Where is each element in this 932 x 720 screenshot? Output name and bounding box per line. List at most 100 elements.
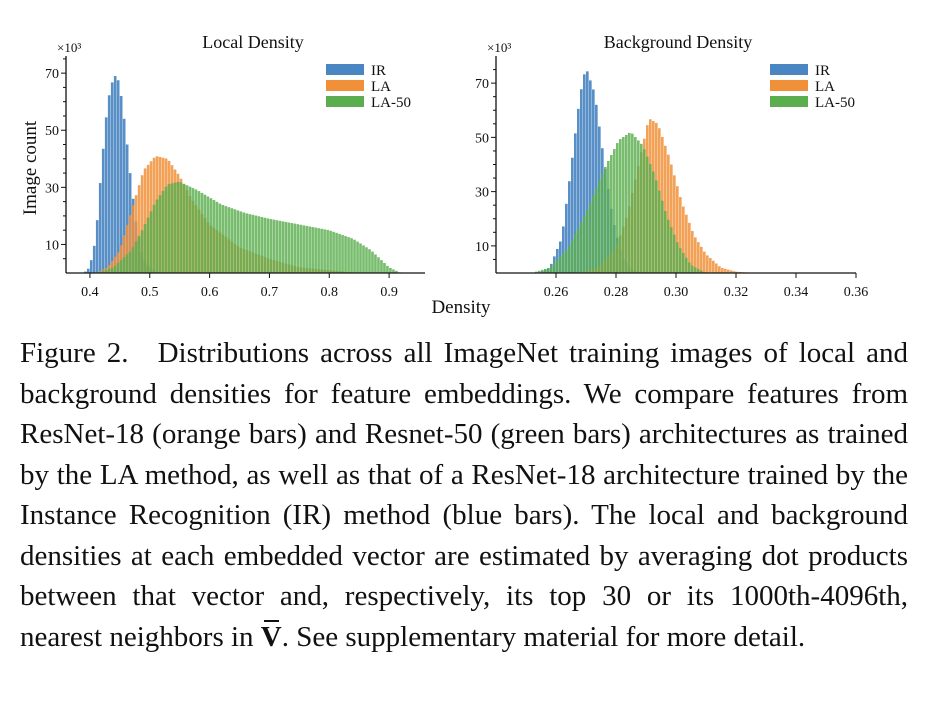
histogram-bar xyxy=(691,265,694,273)
histogram-bar xyxy=(110,267,114,273)
legend-label-ir: IR xyxy=(815,63,830,79)
histogram-bar xyxy=(574,233,577,273)
histogram-bar xyxy=(242,212,246,273)
y-tick-label: 30 xyxy=(475,186,489,201)
histogram-bar xyxy=(83,271,87,273)
histogram-bar xyxy=(119,260,123,273)
bar-series-la-50 xyxy=(532,132,706,273)
histogram-bar xyxy=(658,190,661,273)
histogram-bar xyxy=(371,251,374,273)
histogram-bar xyxy=(616,143,619,273)
legend-swatch-la-50 xyxy=(770,96,808,107)
histogram-bar xyxy=(104,269,108,273)
histogram-bar xyxy=(116,252,120,273)
histogram-bar xyxy=(257,216,261,273)
histogram-bar xyxy=(655,180,658,273)
y-tick-label: 70 xyxy=(475,77,489,92)
legend-label-la-50: LA-50 xyxy=(815,95,855,111)
histogram-bar xyxy=(284,221,288,273)
y-tick-label: 50 xyxy=(475,131,489,146)
histogram-bar xyxy=(290,223,294,273)
histogram-bar xyxy=(610,155,613,273)
legend-label-la-50: LA-50 xyxy=(371,95,411,111)
histogram-bar xyxy=(113,256,117,273)
histogram-bar xyxy=(353,239,356,273)
histogram-bar xyxy=(95,220,99,273)
histogram-bar xyxy=(137,185,141,273)
x-tick-label: 0.6 xyxy=(201,285,219,300)
histogram-bar xyxy=(380,260,383,273)
histogram-bar xyxy=(275,220,279,273)
histogram-bar xyxy=(197,191,201,273)
histogram-bar xyxy=(389,268,392,273)
histogram-bar xyxy=(697,268,700,273)
histogram-bar xyxy=(329,230,332,273)
histogram-bar xyxy=(649,164,652,273)
histogram-bar xyxy=(122,118,126,273)
x-tick-label: 0.32 xyxy=(724,285,749,300)
histogram-bar xyxy=(673,234,676,273)
histogram-bar xyxy=(631,133,634,273)
histogram-bar xyxy=(140,175,144,273)
histogram-bar xyxy=(709,258,712,273)
histogram-bar xyxy=(272,219,276,273)
histogram-bar xyxy=(601,173,604,273)
histogram-bar xyxy=(116,263,120,273)
histogram-bar xyxy=(598,180,601,273)
histogram-bar xyxy=(395,270,398,273)
histogram-bar xyxy=(547,268,550,273)
background-density-chart: 0.26 0.28 0.30 0.32 0.34 0.36 10 30 50 70 ×10³ Back… xyxy=(475,32,868,300)
histogram-bar xyxy=(116,80,120,274)
histogram-bar xyxy=(260,216,264,273)
histogram-bar xyxy=(580,222,583,273)
histogram-bar xyxy=(299,224,302,273)
x-tick-label: 0.28 xyxy=(604,285,629,300)
x-tick-label: 0.8 xyxy=(321,285,339,300)
histogram-bar xyxy=(266,218,270,273)
histogram-bar xyxy=(350,238,353,273)
histogram-bar xyxy=(700,270,703,273)
histogram-bar xyxy=(688,262,691,273)
histogram-bar xyxy=(685,257,688,273)
histogram-bar xyxy=(619,139,622,273)
histogram-bar xyxy=(664,145,667,273)
histogram-bar xyxy=(203,194,207,273)
histogram-bar xyxy=(706,255,709,273)
histogram-bar xyxy=(724,268,727,273)
histogram-bar xyxy=(694,267,697,273)
histogram-bar xyxy=(583,216,586,273)
histogram-bar xyxy=(697,242,700,273)
histogram-bar xyxy=(592,195,595,273)
histogram-bar xyxy=(317,228,320,273)
histogram-bar xyxy=(544,268,547,273)
histogram-bar xyxy=(122,235,126,273)
histogram-bar xyxy=(365,247,368,273)
histogram-bar xyxy=(386,265,389,273)
histogram-bar xyxy=(236,210,240,273)
histogram-bar xyxy=(128,251,132,273)
histogram-bar xyxy=(565,203,568,273)
caption-text-end: . See supplementary material for more de… xyxy=(281,620,806,653)
histogram-bar xyxy=(113,75,117,274)
histogram-bar xyxy=(323,229,326,273)
histogram-bar xyxy=(565,250,568,273)
histogram-bar xyxy=(131,247,135,273)
histogram-bar xyxy=(89,260,93,273)
histogram-bar xyxy=(568,181,571,273)
histogram-bar xyxy=(176,181,180,273)
y-multiplier-label: ×10³ xyxy=(57,40,81,55)
x-tick-label: 0.36 xyxy=(844,285,869,300)
histogram-bar xyxy=(586,71,589,274)
histogram-bar xyxy=(670,164,673,273)
histogram-bar xyxy=(553,262,556,273)
histogram-bar xyxy=(326,229,329,273)
histogram-bar xyxy=(595,188,598,273)
histogram-bar xyxy=(104,117,108,273)
legend-swatch-ir xyxy=(326,64,364,75)
y-tick-label: 50 xyxy=(45,124,59,139)
histogram-bar xyxy=(98,183,102,273)
histogram-bar xyxy=(191,188,195,273)
figure-2-charts: 0.4 0.5 0.6 0.7 0.8 0.9 10 30 50 70 ×10³ Local Dens… xyxy=(20,32,868,318)
histogram-bar xyxy=(622,137,625,273)
histogram-bar xyxy=(583,74,586,273)
